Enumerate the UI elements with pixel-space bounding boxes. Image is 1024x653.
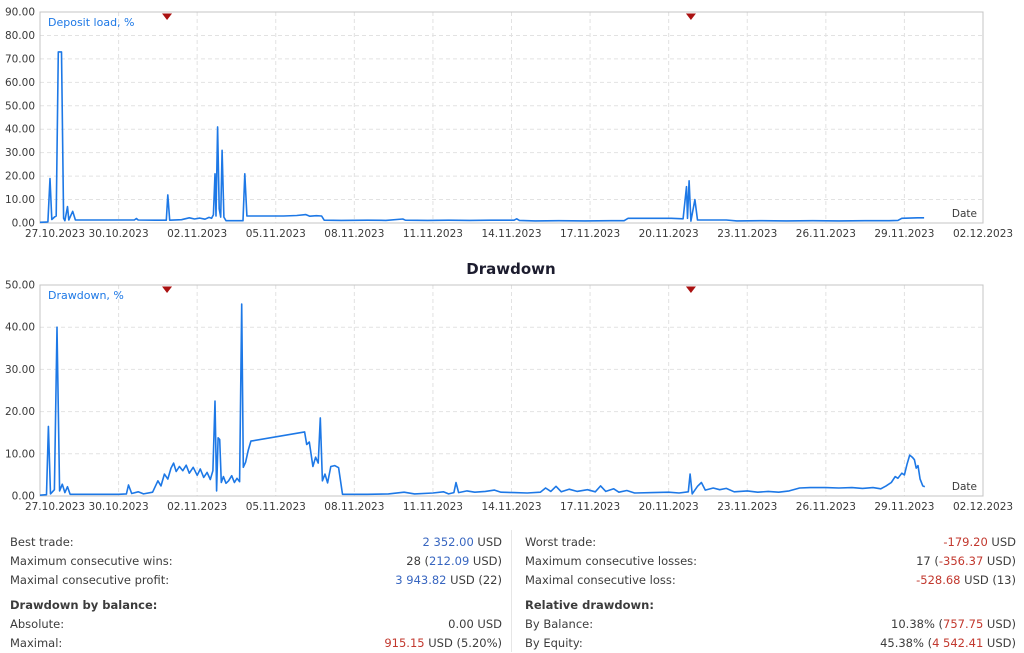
stat-label: Maximal consecutive loss: xyxy=(525,573,676,587)
stats-column-right: Worst trade: -179.20 USD Maximum consecuti… xyxy=(525,533,1016,653)
stat-label: By Equity: xyxy=(525,636,583,650)
y-tick-label: 80.00 xyxy=(5,30,35,42)
stat-value: -528.68 USD (13) xyxy=(916,573,1016,587)
y-tick-label: 40.00 xyxy=(5,124,35,136)
stat-section-header-relative-drawdown: Relative drawdown: xyxy=(525,596,1016,615)
x-tick-label: 29.11.2023 xyxy=(874,501,934,513)
y-tick-label: 40.00 xyxy=(5,322,35,334)
stat-label: By Balance: xyxy=(525,617,594,631)
y-tick-label: 60.00 xyxy=(5,77,35,89)
x-tick-label: 02.11.2023 xyxy=(167,501,227,513)
x-tick-label: 02.12.2023 xyxy=(953,228,1013,240)
stat-label: Maximal consecutive profit: xyxy=(10,573,170,587)
x-tick-label: 26.11.2023 xyxy=(796,228,856,240)
x-tick-label: 30.10.2023 xyxy=(89,228,149,240)
stat-row-by-equity: By Equity: 45.38% (4 542.41 USD) xyxy=(525,634,1016,653)
event-marker-icon xyxy=(685,286,696,293)
y-tick-label: 0.00 xyxy=(12,218,35,230)
stat-row-absolute: Absolute: 0.00 USD xyxy=(10,615,502,634)
y-tick-label: 20.00 xyxy=(5,406,35,418)
stat-value: 45.38% (4 542.41 USD) xyxy=(880,636,1016,650)
drawdown-line xyxy=(39,303,926,496)
drawdown-series-label: Drawdown, % xyxy=(48,289,124,302)
stat-label: Maximal: xyxy=(10,636,63,650)
x-tick-label: 20.11.2023 xyxy=(639,228,699,240)
x-tick-label: 27.10.2023 xyxy=(25,501,85,513)
x-tick-label: 23.11.2023 xyxy=(717,228,777,240)
stats-column-divider xyxy=(511,530,512,652)
event-marker-icon xyxy=(162,286,173,293)
stat-value: 28 (212.09 USD) xyxy=(406,554,502,568)
stat-label: Absolute: xyxy=(10,617,65,631)
drawdown-chart: 0.00 10.00 20.00 30.00 40.00 50.00 27.10.2023 3… xyxy=(5,280,1013,514)
stat-row-worst-trade: Worst trade: -179.20 USD xyxy=(525,533,1016,552)
stat-section-header-drawdown-by-balance: Drawdown by balance: xyxy=(10,596,502,615)
plot-frame xyxy=(39,11,984,224)
stat-row-maximal-consecutive-loss: Maximal consecutive loss: -528.68 USD (13… xyxy=(525,571,1016,590)
stat-row-best-trade: Best trade: 2 352.00 USD xyxy=(10,533,502,552)
x-tick-label: 08.11.2023 xyxy=(324,228,384,240)
stat-row-maximal-consecutive-profit: Maximal consecutive profit: 3 943.82 USD … xyxy=(10,571,502,590)
x-tick-label: 11.11.2023 xyxy=(403,501,463,513)
x-tick-label: 02.11.2023 xyxy=(167,228,227,240)
stats-column-left: Best trade: 2 352.00 USD Maximum consecuti… xyxy=(10,533,502,653)
x-tick-label: 05.11.2023 xyxy=(246,228,306,240)
stat-label: Maximum consecutive losses: xyxy=(525,554,698,568)
stat-label: Relative drawdown: xyxy=(525,598,654,612)
y-tick-label: 20.00 xyxy=(5,171,35,183)
stat-row-maximum-consecutive-losses: Maximum consecutive losses: 17 (-356.37 U… xyxy=(525,552,1016,571)
x-tick-label: 02.12.2023 xyxy=(953,501,1013,513)
y-tick-label: 30.00 xyxy=(5,364,35,376)
y-tick-label: 10.00 xyxy=(5,194,35,206)
stat-value: 915.15 USD (5.20%) xyxy=(384,636,502,650)
y-tick-label: 0.00 xyxy=(12,491,35,503)
stat-value: 10.38% (757.75 USD) xyxy=(891,617,1016,631)
stat-label: Best trade: xyxy=(10,535,74,549)
y-tick-label: 10.00 xyxy=(5,448,35,460)
x-tick-label: 05.11.2023 xyxy=(246,501,306,513)
x-tick-label: 27.10.2023 xyxy=(25,228,85,240)
x-tick-label: 11.11.2023 xyxy=(403,228,463,240)
plot-frame xyxy=(39,284,984,497)
stats-table: Best trade: 2 352.00 USD Maximum consecuti… xyxy=(0,530,1024,652)
x-tick-label: 20.11.2023 xyxy=(639,501,699,513)
y-tick-label: 50.00 xyxy=(5,280,35,292)
x-tick-label: 26.11.2023 xyxy=(796,501,856,513)
event-marker-icon xyxy=(162,13,173,20)
x-tick-label: 23.11.2023 xyxy=(717,501,777,513)
y-tick-label: 50.00 xyxy=(5,100,35,112)
stat-label: Drawdown by balance: xyxy=(10,598,158,612)
y-tick-label: 90.00 xyxy=(5,7,35,19)
y-tick-label: 30.00 xyxy=(5,147,35,159)
y-tick-label: 70.00 xyxy=(5,53,35,65)
x-tick-label: 29.11.2023 xyxy=(874,228,934,240)
stat-label: Worst trade: xyxy=(525,535,597,549)
x-tick-label: 17.11.2023 xyxy=(560,501,620,513)
deposit-load-line xyxy=(39,51,925,224)
stat-value: 0.00 USD xyxy=(448,617,502,631)
x-tick-label: 30.10.2023 xyxy=(89,501,149,513)
x-tick-label: 08.11.2023 xyxy=(324,501,384,513)
drawdown-chart-title: Drawdown xyxy=(466,260,556,278)
stat-label: Maximum consecutive wins: xyxy=(10,554,173,568)
date-axis-label: Date xyxy=(952,208,977,220)
stat-value: -179.20 USD xyxy=(943,535,1016,549)
date-axis-label: Date xyxy=(952,481,977,493)
x-tick-label: 14.11.2023 xyxy=(481,228,541,240)
deposit-load-series-label: Deposit load, % xyxy=(48,16,135,29)
stat-row-maximal: Maximal: 915.15 USD (5.20%) xyxy=(10,634,502,653)
event-marker-icon xyxy=(685,13,696,20)
stat-row-by-balance: By Balance: 10.38% (757.75 USD) xyxy=(525,615,1016,634)
stat-value: 3 943.82 USD (22) xyxy=(395,573,502,587)
x-tick-label: 17.11.2023 xyxy=(560,228,620,240)
x-tick-label: 14.11.2023 xyxy=(481,501,541,513)
stat-row-maximum-consecutive-wins: Maximum consecutive wins: 28 (212.09 USD) xyxy=(10,552,502,571)
stat-value: 2 352.00 USD xyxy=(422,535,502,549)
deposit-load-chart: 0.00 10.00 20.00 30.00 40.00 50.00 60.00 70.00 8… xyxy=(5,7,1013,241)
stat-value: 17 (-356.37 USD) xyxy=(916,554,1016,568)
